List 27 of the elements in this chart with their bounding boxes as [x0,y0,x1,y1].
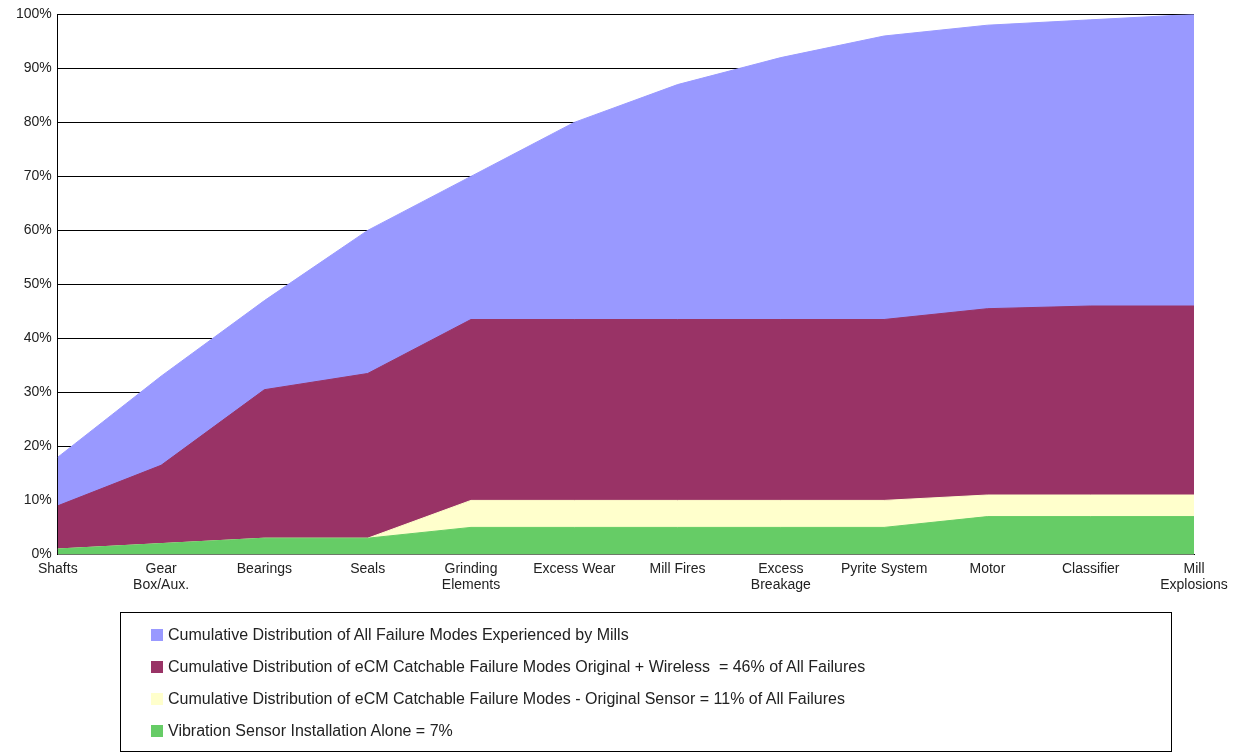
x-tick-label: Excess Breakage [750,559,812,593]
x-tick-label: Excess Wear [533,559,616,576]
x-tick-label: Seals [350,559,386,576]
x-tick-label: Pyrite System [840,559,928,576]
x-tick-label: Classifier [1061,559,1120,576]
y-tick-label: 10% [23,491,52,508]
x-tick-label: Shafts [37,559,78,576]
y-tick-label: 0% [31,545,52,562]
y-tick-label: 80% [23,113,52,130]
x-tick-label: Motor [969,559,1006,576]
y-tick-label: 50% [23,275,52,292]
legend-label: Cumulative Distribution of eCM Catchable Failure Modes - Original Sensor = 11% of All Failures [168,690,845,708]
y-tick-label: 60% [23,221,52,238]
y-tick-label: 70% [23,167,52,184]
x-tick-label: Mill Fires [649,559,706,576]
legend-label: Vibration Sensor Installation Alone = 7% [168,722,453,740]
x-tick-label: Gear Box/Aux. [133,559,190,593]
y-tick-label: 30% [23,383,52,400]
y-tick-label: 100% [15,5,52,22]
y-tick-label: 20% [23,437,52,454]
x-tick-label: Bearings [236,559,293,576]
legend-label: Cumulative Distribution of All Failure Modes Experienced by Mills [168,626,629,644]
x-tick-label: Grinding Elements [441,559,501,593]
legend-label: Cumulative Distribution of eCM Catchable Failure Modes Original + Wireless = 46% of All Failures [168,658,866,676]
x-tick-label: Mill Explosions [1160,559,1228,593]
y-tick-label: 40% [23,329,52,346]
y-tick-label: 90% [23,59,52,76]
